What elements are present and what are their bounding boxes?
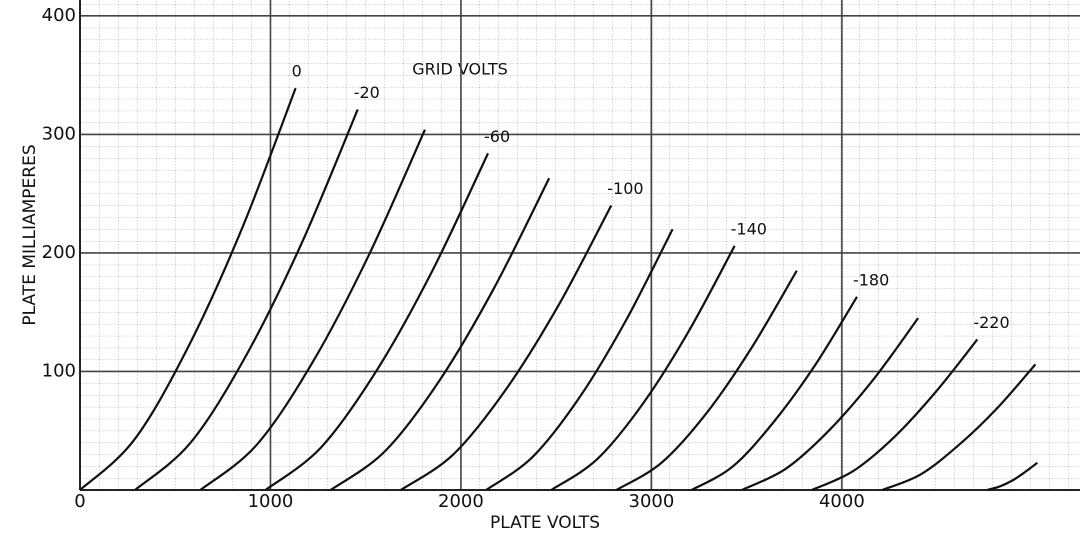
graph-paper [80,0,1080,490]
curve [79,87,297,491]
curve [615,270,798,491]
curve [400,204,613,491]
curve [741,317,919,491]
y-tick-label: 200 [42,242,76,263]
curve-label: -180 [853,270,889,289]
curve [134,109,359,491]
curve [811,338,979,492]
curve [550,245,736,491]
y-axis-label: PLATE MILLIAMPERES [20,144,40,325]
x-tick-label: 1000 [248,491,294,512]
y-tick-label: 300 [42,123,76,144]
annotation: GRID VOLTS [412,60,508,79]
curve-label: -140 [731,219,767,238]
y-tick-label: 400 [42,5,76,26]
x-tick-label: 2000 [438,491,484,512]
x-axis-label: PLATE VOLTS [490,513,600,533]
curve [691,296,858,491]
curve [881,363,1037,492]
curve [986,461,1038,492]
curve [485,228,674,491]
curve [199,129,426,491]
x-tick-label: 3000 [629,491,675,512]
x-tick-label: 0 [74,491,85,512]
curve-label: 0 [292,62,302,81]
y-tick-label: 100 [42,360,76,381]
curve-label: -60 [484,127,510,146]
curve-label: -100 [607,179,643,198]
curve [330,177,551,491]
curve-label: -20 [354,83,380,102]
curve [264,152,489,491]
x-tick-label: 4000 [819,491,865,512]
curve-label: -220 [973,313,1009,332]
